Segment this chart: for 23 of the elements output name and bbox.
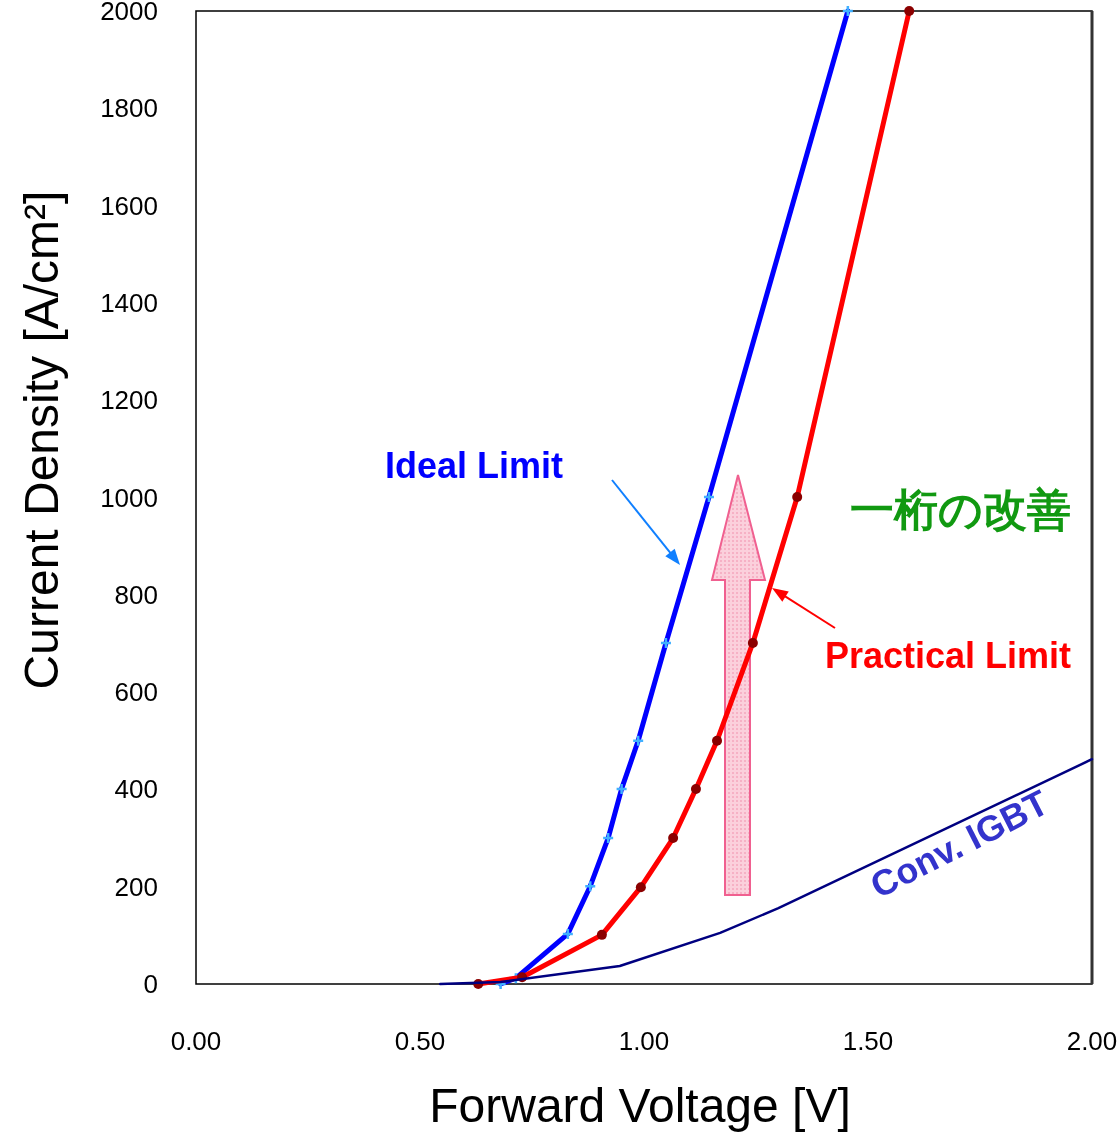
y-tick-label: 1200: [100, 385, 158, 416]
y-axis-title: Current Density [A/cm²]: [15, 190, 68, 690]
y-tick-label: 200: [114, 871, 158, 902]
text: Conv. IGBT: [863, 781, 1055, 907]
y-tick-label: 1800: [100, 93, 158, 124]
legend-label: Practical Limit: [825, 635, 1072, 676]
x-axis-title: Forward Voltage [V]: [429, 1079, 851, 1132]
y-tick-label: 400: [114, 774, 158, 805]
line-series: [438, 757, 1094, 986]
x-tick-label: 0.00: [170, 1026, 222, 1056]
y-tick-label: 1400: [100, 287, 158, 318]
x-tick-label: 0.50: [394, 1026, 446, 1056]
x-tick-label: 1.50: [842, 1026, 894, 1056]
text: Ideal Limit: [385, 445, 564, 486]
y-tick-label: 1600: [100, 190, 158, 221]
y-tick-label: 800: [114, 579, 158, 610]
annotation: 一桁の改善: [850, 485, 1071, 534]
y-tick-label: 600: [114, 677, 158, 708]
y-tick-label: 0: [143, 969, 158, 999]
x-tick-label: 2.00: [1066, 1026, 1117, 1056]
y-tick-label: 2000: [100, 0, 158, 26]
x-tick-label: 1.00: [618, 1026, 670, 1056]
y-tick-label: 1000: [100, 482, 158, 513]
